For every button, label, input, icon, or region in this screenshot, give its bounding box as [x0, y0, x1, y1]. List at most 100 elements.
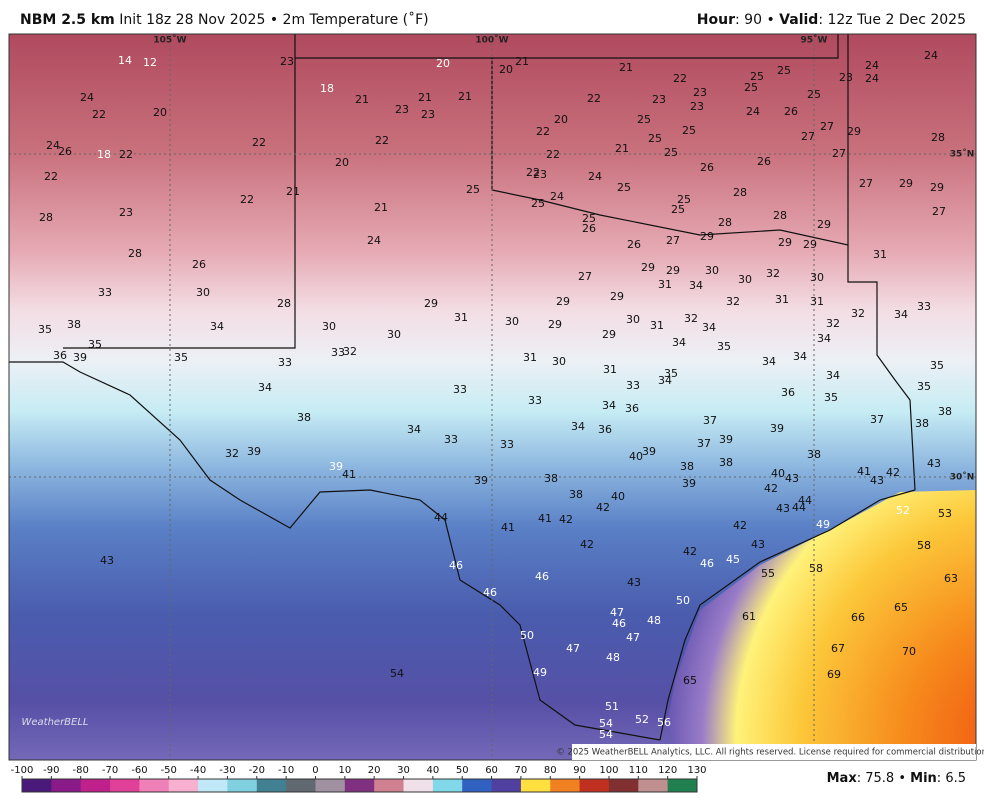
temperature-label: 50	[676, 594, 690, 607]
temperature-label: 31	[658, 278, 672, 291]
temperature-label: 58	[917, 539, 931, 552]
colorbar-segment	[667, 779, 698, 792]
temperature-label: 34	[689, 279, 703, 292]
max: 75.8	[865, 771, 895, 786]
temperature-label: 29	[610, 290, 624, 303]
colorbar-segment	[80, 779, 111, 792]
colorbar-segment	[550, 779, 581, 792]
temperature-label: 26	[784, 105, 798, 118]
logo: WeatherBELL	[21, 717, 88, 728]
temperature-label: 39	[682, 477, 696, 490]
temperature-label: 39	[770, 422, 784, 435]
temperature-label: 29	[803, 238, 817, 251]
colorbar-segment	[403, 779, 434, 792]
temperature-label: 33	[453, 383, 467, 396]
colorbar-segment	[110, 779, 140, 792]
temperature-label: 28	[39, 211, 53, 224]
temperature-label: 58	[809, 562, 823, 575]
separator: •	[269, 12, 279, 28]
model: NBM 2.5 km	[20, 12, 115, 28]
temperature-label: 38	[938, 405, 952, 418]
temperature-label: 39	[642, 445, 656, 458]
colorbar-segment	[227, 779, 258, 792]
colorbar-segment	[168, 779, 199, 792]
temperature-label: 42	[764, 482, 778, 495]
temperature-label: 25	[744, 81, 758, 94]
temperature-label: 28	[773, 209, 787, 222]
temperature-label: 48	[647, 614, 661, 627]
min-label: Min	[910, 771, 937, 786]
temperature-label: 53	[938, 507, 952, 520]
temperature-label: 41	[538, 512, 552, 525]
temperature-label: 47	[626, 631, 640, 644]
temperature-label: 43	[751, 538, 765, 551]
temperature-label: 36	[53, 349, 67, 362]
colorbar-tick-label: 20	[368, 765, 381, 776]
temperature-label: 39	[329, 460, 343, 473]
temperature-label: 29	[556, 295, 570, 308]
map-frame	[8, 33, 977, 761]
temperature-label: 34	[702, 321, 716, 334]
temperature-label: 18	[97, 148, 111, 161]
copyright: © 2025 WeatherBELL Analytics, LLC. All r…	[556, 748, 984, 758]
valid-label: Valid	[779, 12, 819, 28]
colorbar-tick-label: 50	[456, 765, 469, 776]
temperature-label: 23	[839, 71, 853, 84]
grid-label: 30˚N	[950, 472, 975, 483]
temperature-label: 50	[520, 629, 534, 642]
temperature-label: 25	[750, 70, 764, 83]
temperature-label: 40	[771, 467, 785, 480]
temperature-label: 27	[932, 205, 946, 218]
temperature-label: 42	[733, 519, 747, 532]
temperature-label: 39	[719, 433, 733, 446]
temperature-label: 21	[615, 142, 629, 155]
temperature-label: 21	[355, 93, 369, 106]
temperature-label: 25	[531, 197, 545, 210]
temperature-label: 25	[777, 64, 791, 77]
temperature-label: 54	[390, 667, 404, 680]
temperature-label: 34	[817, 332, 831, 345]
temperature-label: 31	[775, 293, 789, 306]
temperature-label: 31	[603, 363, 617, 376]
temperature-label: 38	[297, 411, 311, 424]
temperature-label: 34	[571, 420, 585, 433]
temperature-label: 33	[500, 438, 514, 451]
temperature-label: 43	[785, 472, 799, 485]
temperature-label: 29	[424, 297, 438, 310]
temperature-label: 35	[824, 391, 838, 404]
stats: Max: 75.8 • Min: 6.5	[826, 771, 966, 786]
temperature-label: 34	[602, 399, 616, 412]
temperature-label: 27	[801, 130, 815, 143]
temperature-label: 43	[100, 554, 114, 567]
graticule	[9, 34, 976, 760]
borders	[9, 34, 916, 741]
temperature-label: 52	[635, 713, 649, 726]
colorbar-tick-label: -60	[131, 765, 147, 776]
grid-label: 100˚W	[475, 35, 508, 46]
colorbar-tick-label: 40	[427, 765, 440, 776]
temperature-label: 30	[552, 355, 566, 368]
temperature-label: 22	[546, 148, 560, 161]
colorbar-tick-label: -50	[161, 765, 177, 776]
temperature-label: 32	[851, 307, 865, 320]
init: Init 18z 28 Nov 2025	[119, 12, 266, 28]
temperature-label: 21	[458, 90, 472, 103]
temperature-label: 25	[682, 124, 696, 137]
temperature-label: 25	[466, 183, 480, 196]
temperature-label: 23	[533, 168, 547, 181]
temperature-label: 36	[598, 423, 612, 436]
colorbar-segment	[286, 779, 316, 792]
temperature-label: 46	[612, 617, 626, 630]
colorbar-tick-label: 0	[312, 765, 318, 776]
temperature-label: 44	[798, 494, 812, 507]
temperature-label: 26	[192, 258, 206, 271]
temperature-label: 46	[535, 570, 549, 583]
temperature-label: 35	[930, 359, 944, 372]
temperature-label: 32	[766, 267, 780, 280]
temperature-label: 46	[700, 557, 714, 570]
colorbar-tick-label: 60	[485, 765, 498, 776]
temperature-label: 31	[454, 311, 468, 324]
variable: 2m Temperature (˚F)	[282, 12, 429, 28]
header-right: Hour: 90 • Valid: 12z Tue 2 Dec 2025	[696, 12, 966, 28]
